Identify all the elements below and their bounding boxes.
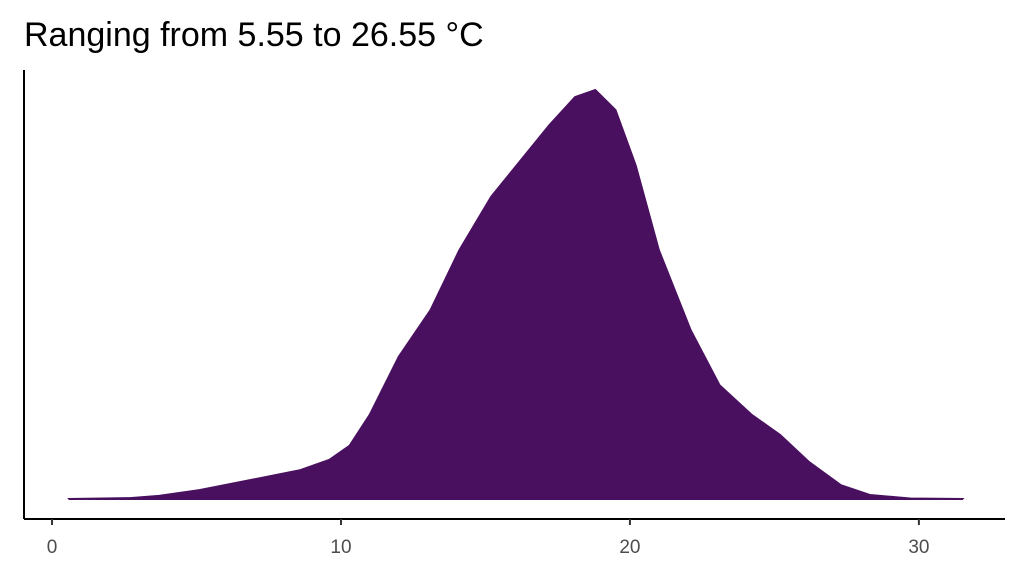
x-tick-label: 10	[330, 537, 351, 558]
x-tick-label: 30	[908, 537, 929, 558]
density-area	[67, 88, 965, 501]
x-tick-label: 20	[619, 537, 640, 558]
chart-title: Ranging from 5.55 to 26.55 °C	[24, 16, 484, 54]
x-tick-label: 0	[47, 537, 58, 558]
